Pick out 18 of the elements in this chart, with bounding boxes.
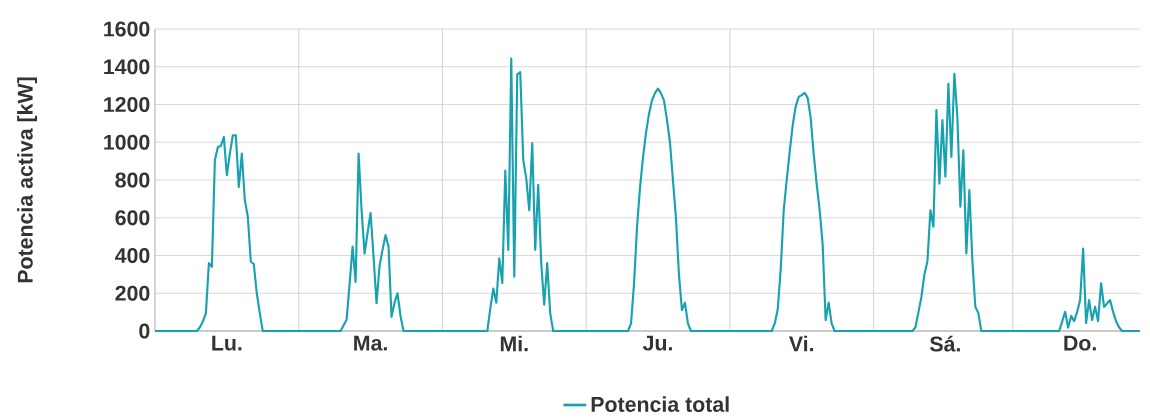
- y-tick-label: 1200: [104, 96, 150, 113]
- x-tick-label: Do.: [1064, 335, 1096, 351]
- x-tick-label: Vi.: [788, 335, 814, 352]
- y-tick-label: 1400: [104, 59, 150, 75]
- x-tick-label: Ma.: [354, 335, 387, 351]
- y-tick-label: 200: [115, 285, 150, 301]
- y-tick-label: 1000: [104, 134, 150, 150]
- y-tick-label: 0: [139, 323, 150, 339]
- x-tick-label: Mi.: [500, 335, 528, 352]
- y-tick-label: 800: [115, 172, 150, 188]
- y-axis-title: Potencia activa [kW]: [17, 77, 38, 283]
- y-tick-label: 400: [115, 247, 150, 264]
- y-tick-label: 1600: [104, 21, 150, 37]
- x-tick-label: Sá.: [930, 335, 960, 352]
- legend-label: Potencia total: [591, 396, 729, 412]
- x-tick-label: Lu.: [212, 335, 242, 351]
- y-tick-label: 600: [115, 210, 150, 226]
- x-tick-label: Ju.: [642, 335, 672, 351]
